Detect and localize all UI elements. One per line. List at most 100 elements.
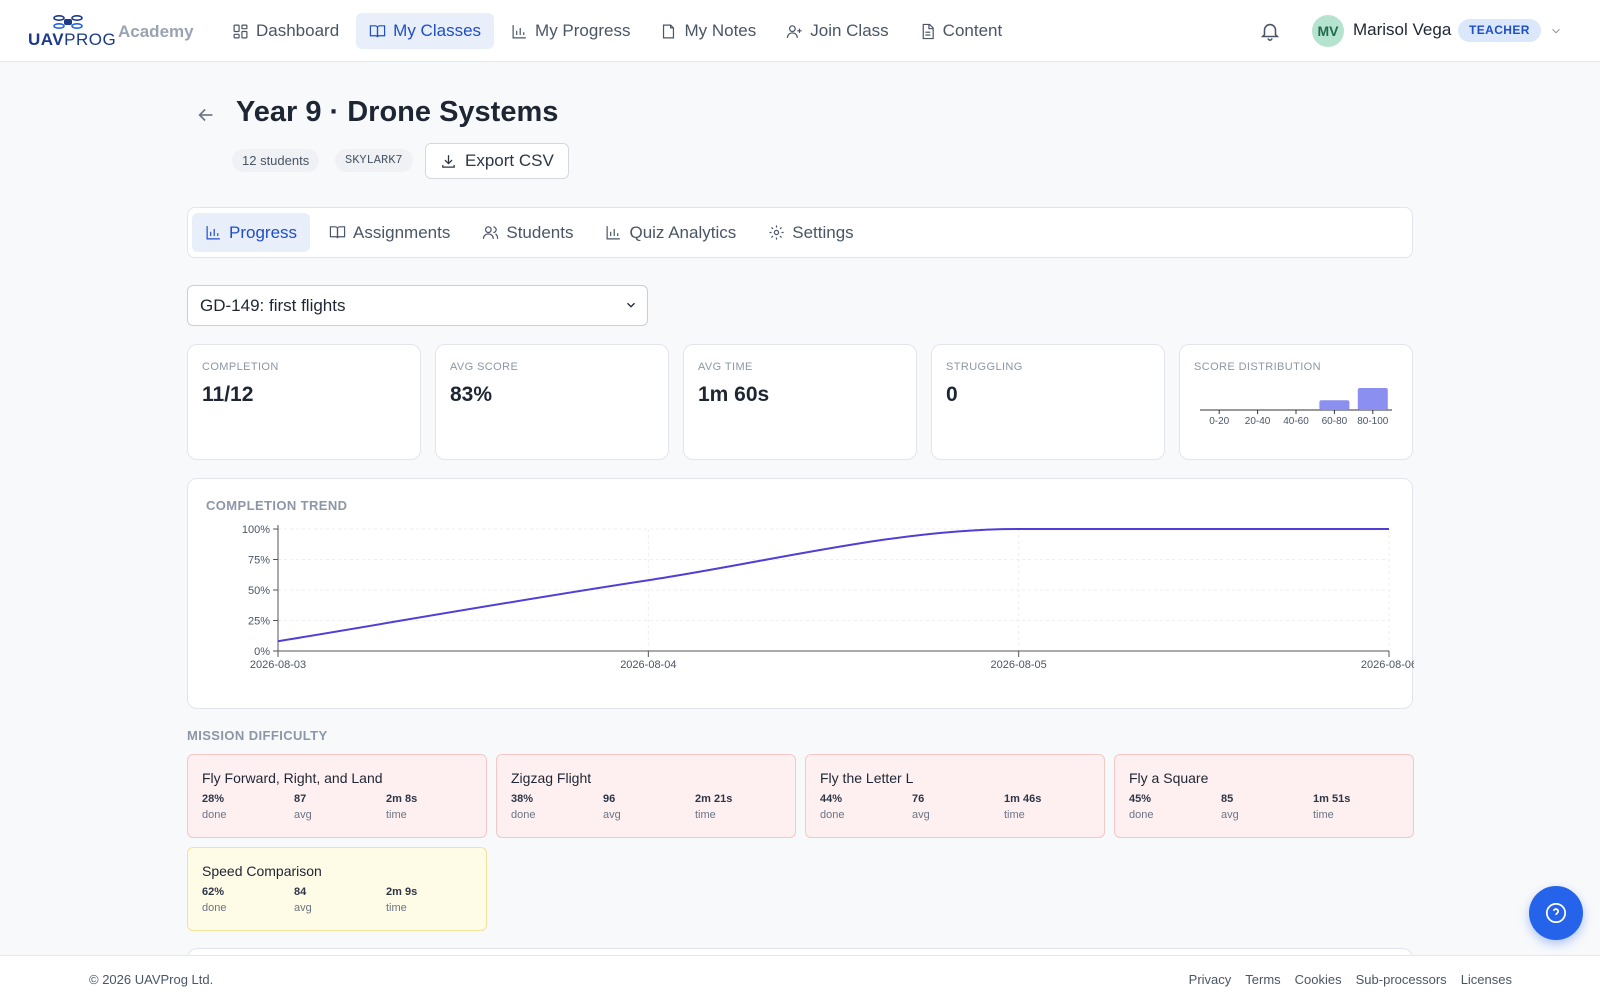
metric-label: avg	[294, 902, 312, 914]
metric-label: avg	[1221, 809, 1239, 821]
chevron-down-icon	[1552, 28, 1560, 34]
mission-card[interactable]: Zigzag Flight 38% done 96 avg 2m 21s time	[496, 754, 796, 838]
metric-value: 2m 9s	[386, 886, 418, 898]
mission-card[interactable]: Speed Comparison 62% done 84 avg 2m 9s time	[187, 847, 487, 931]
nav-dashboard[interactable]: Dashboard	[219, 13, 352, 49]
metric-value: 76	[912, 793, 925, 805]
nav-my-classes[interactable]: My Classes	[356, 13, 495, 49]
footer-links: Privacy Terms Cookies Sub-processors Lic…	[1189, 972, 1512, 987]
nav-my-progress[interactable]: My Progress	[498, 13, 643, 49]
notifications-button[interactable]	[1259, 19, 1281, 43]
y-tick-label: 100%	[242, 524, 270, 536]
tab-students[interactable]: Students	[469, 213, 586, 252]
distribution-tick-label: 20-40	[1245, 416, 1271, 427]
x-tick-label: 2026-08-04	[620, 659, 676, 671]
distribution-tick-label: 0-20	[1209, 416, 1229, 427]
nav-label: My Classes	[393, 21, 482, 40]
stat-label: STRUGGLING	[946, 361, 1023, 373]
stat-label: COMPLETION	[202, 361, 279, 373]
brand-product-name: Academy	[118, 22, 194, 41]
brand-wordmark: UAVPROG	[28, 30, 117, 49]
metric-value: 28%	[202, 793, 225, 805]
metric-value: 45%	[1129, 793, 1152, 805]
mission-metric-time: 1m 46s time	[1004, 793, 1041, 821]
nav-label: Content	[942, 21, 1003, 40]
drone-logo-icon	[53, 14, 83, 30]
stat-label: AVG TIME	[698, 361, 753, 373]
tab-assignments[interactable]: Assignments	[316, 213, 463, 252]
mission-metric-done: 28% done	[202, 793, 226, 821]
mission-name: Zigzag Flight	[511, 770, 592, 786]
brand[interactable]: UAVPROG Academy	[28, 14, 194, 49]
metric-label: time	[695, 809, 716, 821]
stat-card-avg-score: AVG SCORE 83%	[435, 344, 669, 460]
mission-metric-avg: 76 avg	[912, 793, 930, 821]
stat-label: SCORE DISTRIBUTION	[1194, 361, 1321, 373]
mission-metric-done: 44% done	[820, 793, 844, 821]
y-tick-label: 25%	[248, 616, 270, 628]
distribution-bar	[1319, 400, 1350, 410]
note-icon	[663, 24, 675, 38]
metric-value: 1m 46s	[1004, 793, 1042, 805]
stat-label: AVG SCORE	[450, 361, 519, 373]
nav-join-class[interactable]: Join Class	[773, 13, 901, 49]
footer-link-licenses[interactable]: Licenses	[1460, 972, 1512, 987]
footer-link-terms[interactable]: Terms	[1245, 972, 1281, 987]
score-distribution-chart: 0-20 20-40 40-60 60-80 80-100	[1200, 388, 1392, 427]
metric-label: done	[820, 809, 845, 821]
footer-link-cookies[interactable]: Cookies	[1294, 972, 1342, 987]
document-icon	[922, 23, 934, 39]
mission-metric-avg: 84 avg	[294, 886, 312, 914]
completion-trend-card: COMPLETION TREND 0% 25% 50% 75% 100% 2026-08-…	[187, 478, 1414, 709]
brand-logo: UAVPROG	[28, 14, 116, 49]
stat-value: 11/12	[202, 383, 254, 406]
x-tick-label: 2026-08-06	[1361, 659, 1414, 671]
tab-label: Students	[506, 222, 574, 242]
tab-quiz-analytics[interactable]: Quiz Analytics	[592, 213, 749, 252]
user-name[interactable]: Marisol Vega	[1353, 20, 1452, 39]
y-tick-label: 0%	[254, 646, 270, 658]
mission-name: Speed Comparison	[202, 863, 322, 879]
mission-metric-done: 38% done	[511, 793, 535, 821]
mission-card[interactable]: Fly the Letter L 44% done 76 avg 1m 46s time	[805, 754, 1105, 838]
help-button[interactable]	[1529, 886, 1583, 940]
metric-value: 62%	[202, 886, 225, 898]
distribution-bar	[1357, 388, 1388, 410]
mission-metric-avg: 96 avg	[603, 793, 621, 821]
stat-value: 83%	[450, 383, 493, 406]
tab-settings[interactable]: Settings	[755, 213, 866, 252]
metric-value: 87	[294, 793, 307, 805]
tab-label: Assignments	[353, 222, 451, 242]
metric-label: avg	[603, 809, 621, 821]
nav-content[interactable]: Content	[906, 13, 1016, 49]
tab-label: Quiz Analytics	[629, 222, 737, 242]
distribution-bar	[1281, 409, 1311, 410]
tab-progress[interactable]: Progress	[192, 213, 311, 252]
nav-my-notes[interactable]: My Notes	[647, 13, 769, 49]
gear-icon	[769, 225, 784, 240]
mission-card[interactable]: Fly a Square 45% done 85 avg 1m 51s time	[1114, 754, 1414, 838]
book-icon	[329, 226, 346, 239]
nav-label: My Notes	[684, 21, 757, 40]
stat-card-struggling: STRUGGLING 0	[931, 344, 1165, 460]
mission-metric-time: 2m 21s time	[695, 793, 732, 821]
assignment-select[interactable]: GD-149: first flights	[187, 285, 648, 326]
nav-label: Join Class	[810, 21, 889, 40]
avatar[interactable]: MV	[1312, 15, 1344, 47]
class-tabs: Progress Assignments Students Quiz Analy…	[187, 207, 1413, 258]
completion-trend-line	[277, 528, 1389, 643]
y-tick-label: 75%	[248, 555, 270, 567]
footer-link-sub-processors[interactable]: Sub-processors	[1355, 972, 1447, 987]
mission-difficulty-label: MISSION DIFFICULTY	[187, 728, 328, 743]
metric-value: 85	[1221, 793, 1234, 805]
footer-link-privacy[interactable]: Privacy	[1188, 972, 1232, 987]
metric-value: 1m 51s	[1313, 793, 1351, 805]
user-menu-toggle[interactable]	[1549, 24, 1563, 38]
student-count-badge: 12 students	[232, 149, 320, 172]
distribution-tick-label: 40-60	[1283, 416, 1309, 427]
stat-card-completion: COMPLETION 11/12	[187, 344, 421, 460]
mission-card[interactable]: Fly Forward, Right, and Land 28% done 87 avg…	[187, 754, 487, 838]
metric-label: time	[386, 902, 407, 914]
back-button[interactable]	[195, 104, 217, 126]
export-csv-button[interactable]: Export CSV	[425, 143, 569, 179]
